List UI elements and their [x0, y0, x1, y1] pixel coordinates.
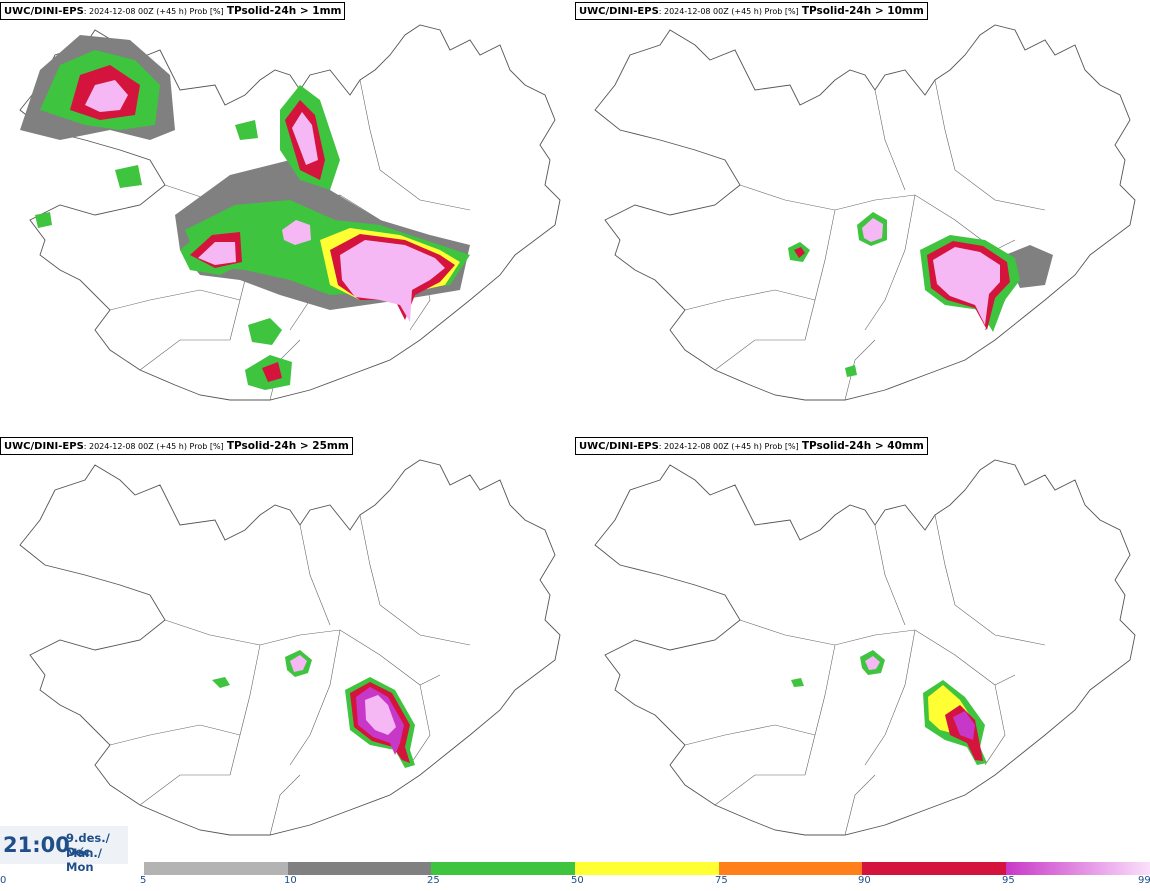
- legend-color-6: [862, 862, 1006, 875]
- valid-time: 21:00: [3, 833, 70, 857]
- parameter-label: TPsolid-24h > 40mm: [801, 440, 924, 452]
- legend-tick-5: 5: [140, 875, 147, 886]
- probability-map: [19, 24, 561, 401]
- legend-color-5: [719, 862, 862, 875]
- probability-fields: [791, 650, 987, 765]
- probability-fields: [212, 650, 415, 768]
- parameter-label: TPsolid-24h > 1mm: [226, 5, 342, 17]
- legend-tick-99: 99: [1138, 875, 1150, 886]
- parameter-label: TPsolid-24h > 25mm: [226, 440, 349, 452]
- legend-tick-90: 90: [858, 875, 871, 886]
- model-name: UWC/DINI-EPS: [579, 6, 659, 17]
- legend-tick-25: 25: [427, 875, 440, 886]
- probability-color-legend: [144, 862, 1150, 875]
- probability-map: [594, 24, 1136, 401]
- map-panel-40mm: UWC/DINI-EPS: 2024-12-08 00Z (+45 h) Pro…: [575, 435, 1150, 870]
- map-panel-10mm: UWC/DINI-EPS: 2024-12-08 00Z (+45 h) Pro…: [575, 0, 1150, 435]
- legend-color-4: [575, 862, 719, 875]
- legend-tick-50: 50: [571, 875, 584, 886]
- run-meta: : 2024-12-08 00Z (+45 h) Prob [%]: [83, 442, 224, 451]
- probability-fields: [20, 35, 470, 390]
- run-meta: : 2024-12-08 00Z (+45 h) Prob [%]: [83, 7, 224, 16]
- parameter-label: TPsolid-24h > 10mm: [801, 5, 924, 17]
- model-name: UWC/DINI-EPS: [579, 441, 659, 452]
- model-name: UWC/DINI-EPS: [4, 441, 84, 452]
- legend-tick-10: 10: [284, 875, 297, 886]
- map-panel-25mm: UWC/DINI-EPS: 2024-12-08 00Z (+45 h) Pro…: [0, 435, 575, 870]
- panel-title: UWC/DINI-EPS: 2024-12-08 00Z (+45 h) Pro…: [575, 2, 928, 20]
- legend-tick-95: 95: [1002, 875, 1015, 886]
- legend-color-1: [144, 862, 288, 875]
- probability-map: [19, 459, 561, 836]
- probability-fields: [788, 212, 1053, 377]
- model-name: UWC/DINI-EPS: [4, 6, 84, 17]
- valid-date-line1: 9.des./ Dec: [66, 831, 110, 859]
- run-meta: : 2024-12-08 00Z (+45 h) Prob [%]: [658, 442, 799, 451]
- panel-title: UWC/DINI-EPS: 2024-12-08 00Z (+45 h) Pro…: [575, 437, 928, 455]
- map-panel-1mm: UWC/DINI-EPS: 2024-12-08 00Z (+45 h) Pro…: [0, 0, 575, 435]
- legend-color-3: [431, 862, 575, 875]
- run-meta: : 2024-12-08 00Z (+45 h) Prob [%]: [658, 7, 799, 16]
- valid-date-line2: Mán./ Mon: [66, 846, 102, 874]
- legend-color-7: [1006, 862, 1150, 875]
- legend-tick-75: 75: [715, 875, 728, 886]
- valid-time-box: 21:00 9.des./ Dec Mán./ Mon: [0, 826, 128, 874]
- panel-title: UWC/DINI-EPS: 2024-12-08 00Z (+45 h) Pro…: [0, 437, 353, 455]
- probability-map: [594, 459, 1136, 836]
- legend-tick-0: 0: [0, 875, 7, 886]
- legend-color-2: [288, 862, 431, 875]
- panel-title: UWC/DINI-EPS: 2024-12-08 00Z (+45 h) Pro…: [0, 2, 346, 20]
